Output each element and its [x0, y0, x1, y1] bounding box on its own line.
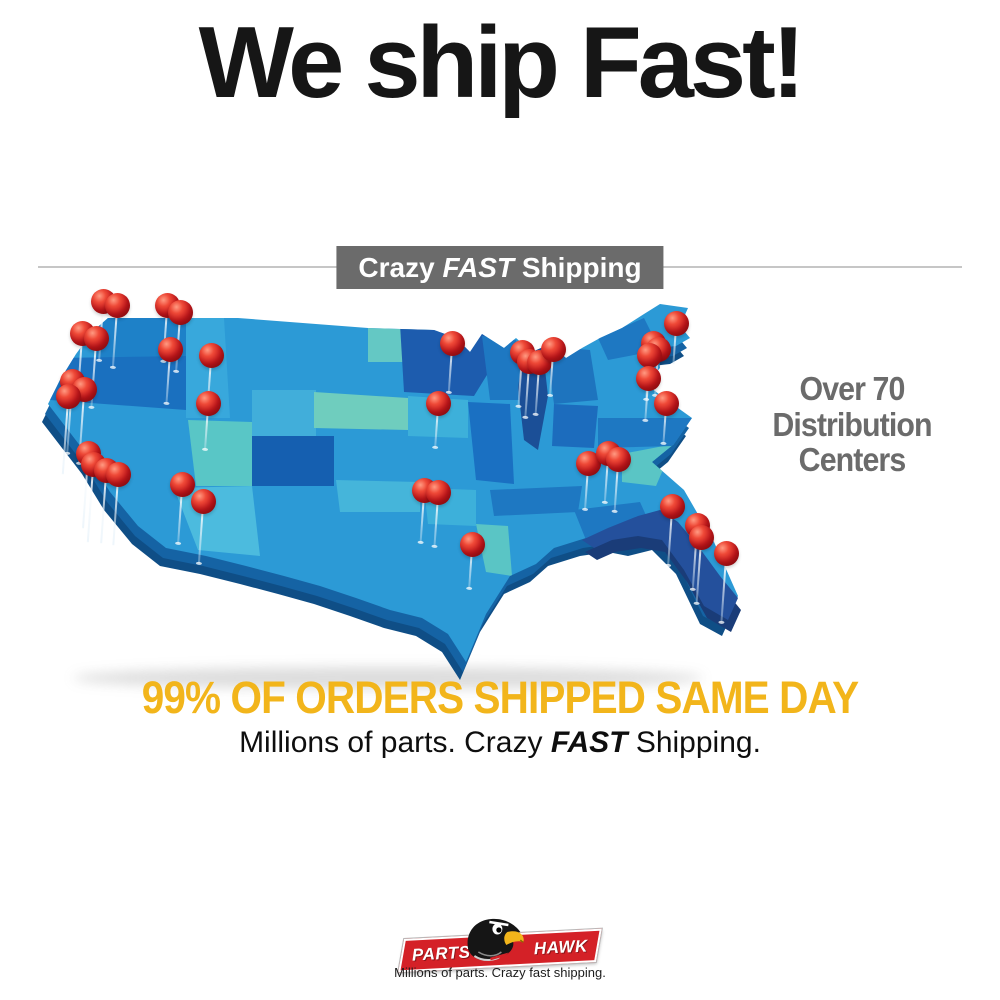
note-line-3: Centers — [798, 441, 907, 479]
map-ground-shadow — [73, 667, 703, 689]
page-title: We ship Fast! — [198, 7, 806, 119]
logo-hawk-text: HAWK — [533, 935, 589, 958]
hawk-head-icon — [467, 918, 524, 965]
partshawk-logo: PARTS HAWK Millions of parts. Crazy fast… — [0, 908, 1000, 992]
note-line-2: Distribution — [772, 405, 932, 443]
florida-patch — [582, 510, 738, 620]
shipping-ribbon: Crazy FAST Shipping — [336, 246, 664, 289]
florida-extrusion — [585, 522, 741, 632]
tagline: Millions of parts. Crazy FAST Shipping. — [239, 726, 761, 759]
us-distribution-map — [38, 288, 748, 689]
note-line-1: Over 70 — [799, 370, 906, 407]
same-day-headline: 99% OF ORDERS SHIPPED SAME DAY — [141, 672, 859, 723]
ribbon-text-post: Shipping — [514, 251, 642, 283]
distribution-note: Over 70 Distribution Centers — [747, 371, 957, 478]
logo-tagline: Millions of parts. Crazy fast shipping. — [394, 965, 606, 980]
ribbon-text-pre: Crazy — [358, 251, 443, 283]
ribbon-text-fast: FAST — [442, 251, 515, 283]
